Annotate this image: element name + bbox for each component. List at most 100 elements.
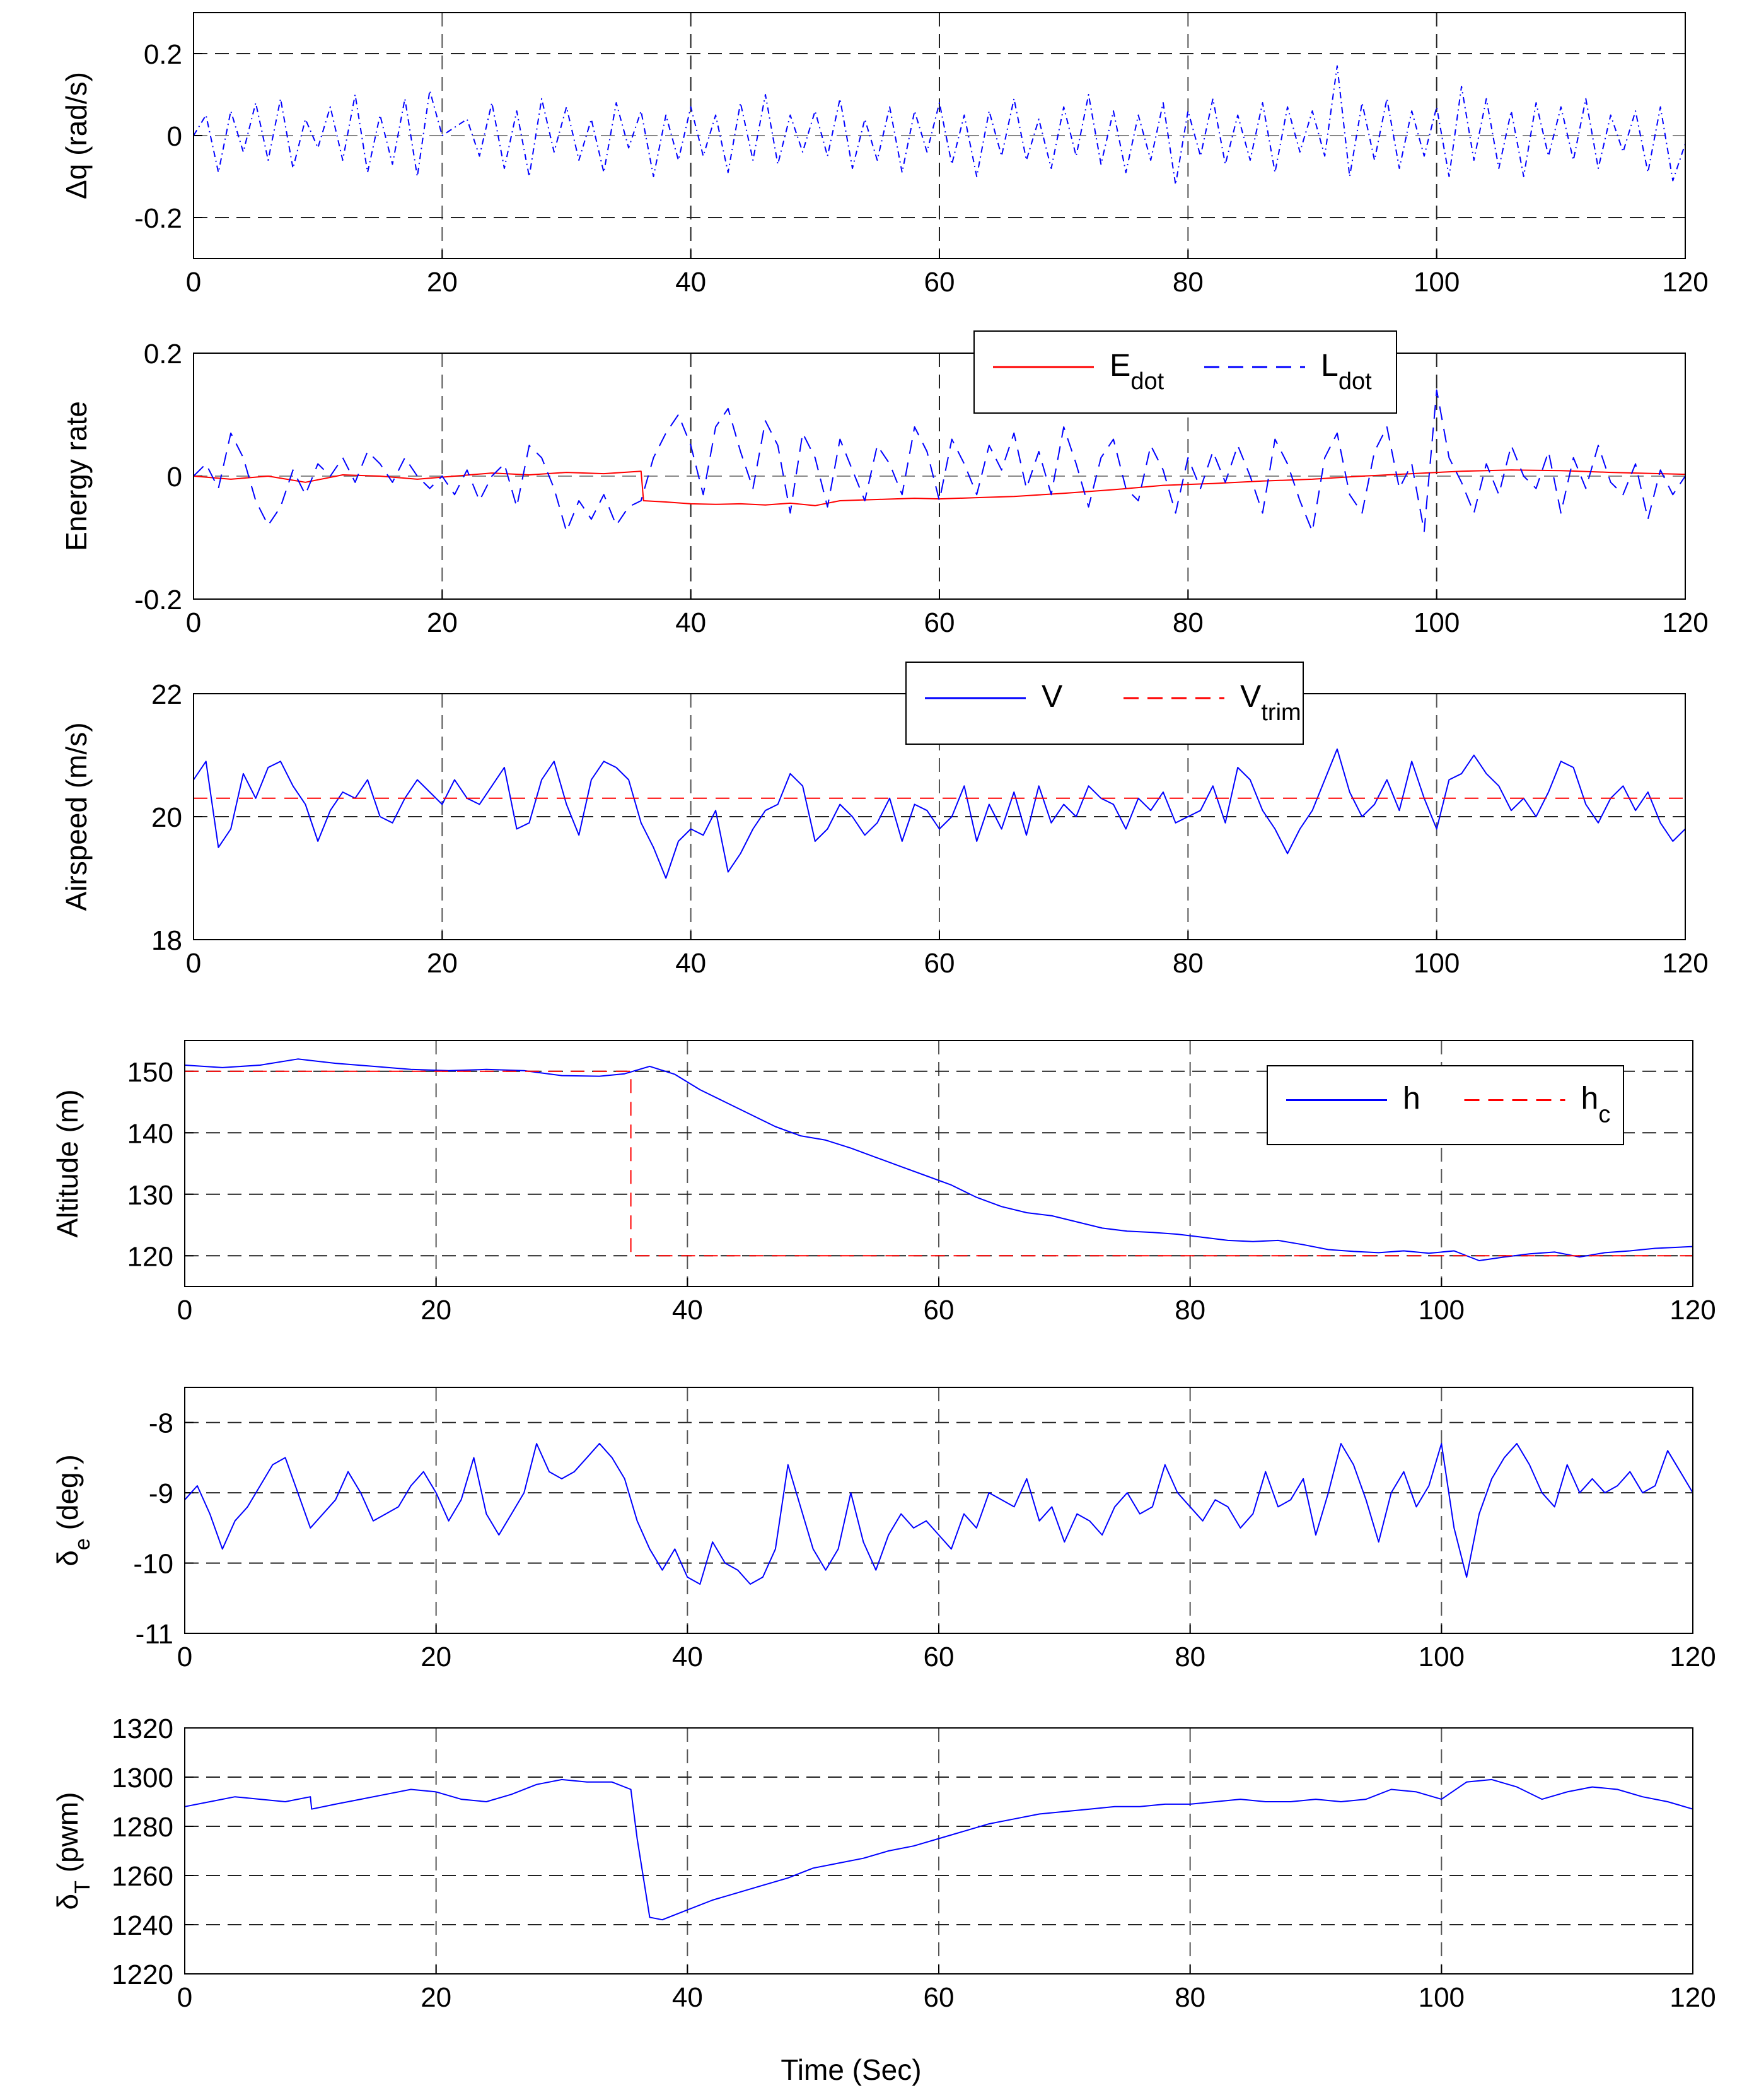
chart-panel-dq: 0 20 40 60 80 100 120 0.2 0 -0.2 Δq (rad/s) bbox=[60, 12, 1709, 298]
x-tick-label: 40 bbox=[672, 1295, 703, 1326]
y-axis-title: Δq (rad/s) bbox=[60, 72, 93, 199]
y-axis-title: Altitude (m) bbox=[51, 1089, 84, 1237]
x-tick-label: 60 bbox=[924, 1295, 955, 1326]
x-tick-label: 40 bbox=[675, 948, 706, 979]
x-tick-label: 120 bbox=[1662, 948, 1708, 979]
y-tick-label: 1300 bbox=[112, 1763, 173, 1794]
x-tick-label: 120 bbox=[1669, 1295, 1716, 1326]
legend: Edot Ldot bbox=[973, 330, 1397, 414]
plot-frame bbox=[193, 353, 1686, 600]
y-tick-label: 1260 bbox=[112, 1861, 173, 1892]
x-tick-label: 20 bbox=[421, 1295, 451, 1326]
x-tick-label: 80 bbox=[1173, 607, 1204, 638]
plot-frame bbox=[184, 1727, 1693, 1975]
x-tick-label: 60 bbox=[924, 948, 955, 979]
y-axis-title-unit: (deg.) bbox=[51, 1454, 84, 1538]
y-tick-label: -0.2 bbox=[134, 203, 182, 234]
legend-label-subscript: trim bbox=[1261, 699, 1301, 726]
chart-panel-airspeed: 0 20 40 60 80 100 120 22 20 18 Airspeed (m/s) V Vtri… bbox=[60, 662, 1709, 979]
x-tick-label: 100 bbox=[1419, 1642, 1465, 1672]
x-tick-label: 40 bbox=[675, 607, 706, 638]
x-tick-label: 80 bbox=[1175, 1982, 1205, 2013]
x-tick-label: 40 bbox=[672, 1982, 703, 2013]
x-tick-label: 20 bbox=[427, 948, 458, 979]
legend-label: V bbox=[1042, 679, 1063, 714]
x-tick-label: 20 bbox=[421, 1982, 451, 2013]
x-tick-label: 100 bbox=[1414, 267, 1460, 298]
y-tick-label: 1280 bbox=[112, 1812, 173, 1843]
legend-label-subscript: dot bbox=[1130, 368, 1164, 395]
legend-box bbox=[973, 330, 1397, 414]
y-axis-title-unit: (pwm) bbox=[51, 1792, 84, 1881]
y-tick-label: 1240 bbox=[112, 1910, 173, 1941]
y-tick-label: 1320 bbox=[112, 1713, 173, 1744]
series-line--T bbox=[184, 1778, 1693, 1921]
x-tick-label: 60 bbox=[924, 267, 955, 298]
y-tick-label: 22 bbox=[151, 679, 182, 710]
x-tick-label: 100 bbox=[1419, 1982, 1465, 2013]
y-tick-label: 0.2 bbox=[144, 339, 182, 370]
x-tick-label: 60 bbox=[924, 1982, 955, 2013]
series-line--q bbox=[193, 65, 1686, 185]
y-tick-label: 140 bbox=[127, 1118, 173, 1149]
x-tick-label: 20 bbox=[427, 607, 458, 638]
y-tick-label: -0.2 bbox=[134, 585, 182, 615]
y-tick-label: 150 bbox=[127, 1057, 173, 1088]
series-line--e bbox=[184, 1443, 1693, 1585]
y-tick-label: 0 bbox=[167, 121, 182, 152]
y-axis-title: Energy rate bbox=[60, 401, 93, 551]
x-tick-label: 100 bbox=[1419, 1295, 1465, 1326]
y-tick-label: 18 bbox=[151, 925, 182, 956]
plot-frame bbox=[184, 1040, 1693, 1287]
x-tick-label: 100 bbox=[1414, 948, 1460, 979]
y-axis-title-subscript: T bbox=[71, 1881, 95, 1894]
y-tick-label: 0 bbox=[167, 462, 182, 493]
x-tick-label: 20 bbox=[421, 1642, 451, 1672]
y-tick-label: 130 bbox=[127, 1180, 173, 1211]
x-tick-label: 0 bbox=[186, 948, 201, 979]
x-tick-label: 80 bbox=[1173, 267, 1204, 298]
chart-panel-delta_t: 0 20 40 60 80 100 120 1320 1300 1280 1260 1240 1220 δ… bbox=[51, 1713, 1716, 2013]
x-tick-label: 120 bbox=[1662, 607, 1708, 638]
legend: h hc bbox=[1267, 1065, 1624, 1145]
x-tick-label: 100 bbox=[1414, 607, 1460, 638]
legend-box bbox=[905, 662, 1304, 745]
x-tick-label: 0 bbox=[177, 1642, 192, 1672]
chart-panel-altitude: 0 20 40 60 80 100 120 150 140 130 120 Altitude (m) h… bbox=[51, 1040, 1716, 1326]
y-tick-label: -10 bbox=[133, 1549, 173, 1580]
legend-label-subscript: c bbox=[1598, 1102, 1610, 1128]
x-axis-title: Time (Sec) bbox=[781, 2053, 921, 2086]
x-tick-label: 80 bbox=[1173, 948, 1204, 979]
x-tick-label: 0 bbox=[186, 607, 201, 638]
chart-panel-delta_e: 0 20 40 60 80 100 120 -8 -9 -10 -11 δe (deg.) bbox=[51, 1387, 1716, 1672]
x-tick-label: 0 bbox=[186, 267, 201, 298]
y-axis-title: δe (deg.) bbox=[51, 1454, 95, 1566]
x-tick-label: 120 bbox=[1669, 1642, 1716, 1672]
y-tick-label: -11 bbox=[136, 1619, 173, 1650]
x-tick-label: 40 bbox=[672, 1642, 703, 1672]
legend-label: h bbox=[1403, 1081, 1420, 1116]
x-tick-label: 80 bbox=[1175, 1295, 1205, 1326]
legend-box bbox=[1267, 1065, 1624, 1145]
legend: V Vtrim bbox=[905, 662, 1304, 745]
x-tick-label: 0 bbox=[177, 1295, 192, 1326]
x-tick-label: 120 bbox=[1669, 1982, 1716, 2013]
x-tick-label: 60 bbox=[924, 1642, 955, 1672]
plot-frame bbox=[184, 1387, 1693, 1634]
legend-label-subscript: dot bbox=[1338, 368, 1372, 395]
x-tick-label: 60 bbox=[924, 607, 955, 638]
y-tick-label: 0.2 bbox=[144, 39, 182, 70]
y-tick-label: -8 bbox=[149, 1408, 173, 1439]
x-tick-label: 80 bbox=[1175, 1642, 1205, 1672]
plot-frame bbox=[193, 12, 1686, 259]
y-tick-label: 120 bbox=[127, 1241, 173, 1272]
series-line-h-c bbox=[185, 1070, 1693, 1257]
x-tick-label: 120 bbox=[1662, 267, 1708, 298]
y-axis-title: δT (pwm) bbox=[51, 1792, 95, 1910]
y-tick-label: -9 bbox=[149, 1478, 173, 1509]
series-line-L-dot bbox=[193, 389, 1686, 532]
x-tick-label: 40 bbox=[675, 267, 706, 298]
